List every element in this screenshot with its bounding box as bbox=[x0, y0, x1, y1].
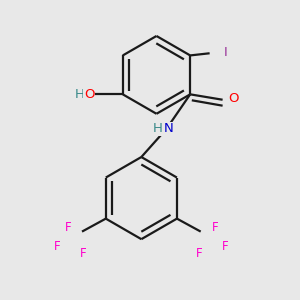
Text: F: F bbox=[80, 247, 86, 260]
Text: O: O bbox=[228, 92, 239, 105]
Text: N: N bbox=[164, 122, 173, 135]
Text: I: I bbox=[224, 46, 228, 59]
Text: O: O bbox=[84, 88, 94, 101]
Text: F: F bbox=[196, 247, 203, 260]
Text: H: H bbox=[75, 88, 85, 101]
Text: F: F bbox=[212, 221, 218, 234]
Text: F: F bbox=[222, 240, 229, 253]
Text: H: H bbox=[152, 122, 162, 135]
Text: F: F bbox=[64, 221, 71, 234]
Text: F: F bbox=[54, 240, 61, 253]
